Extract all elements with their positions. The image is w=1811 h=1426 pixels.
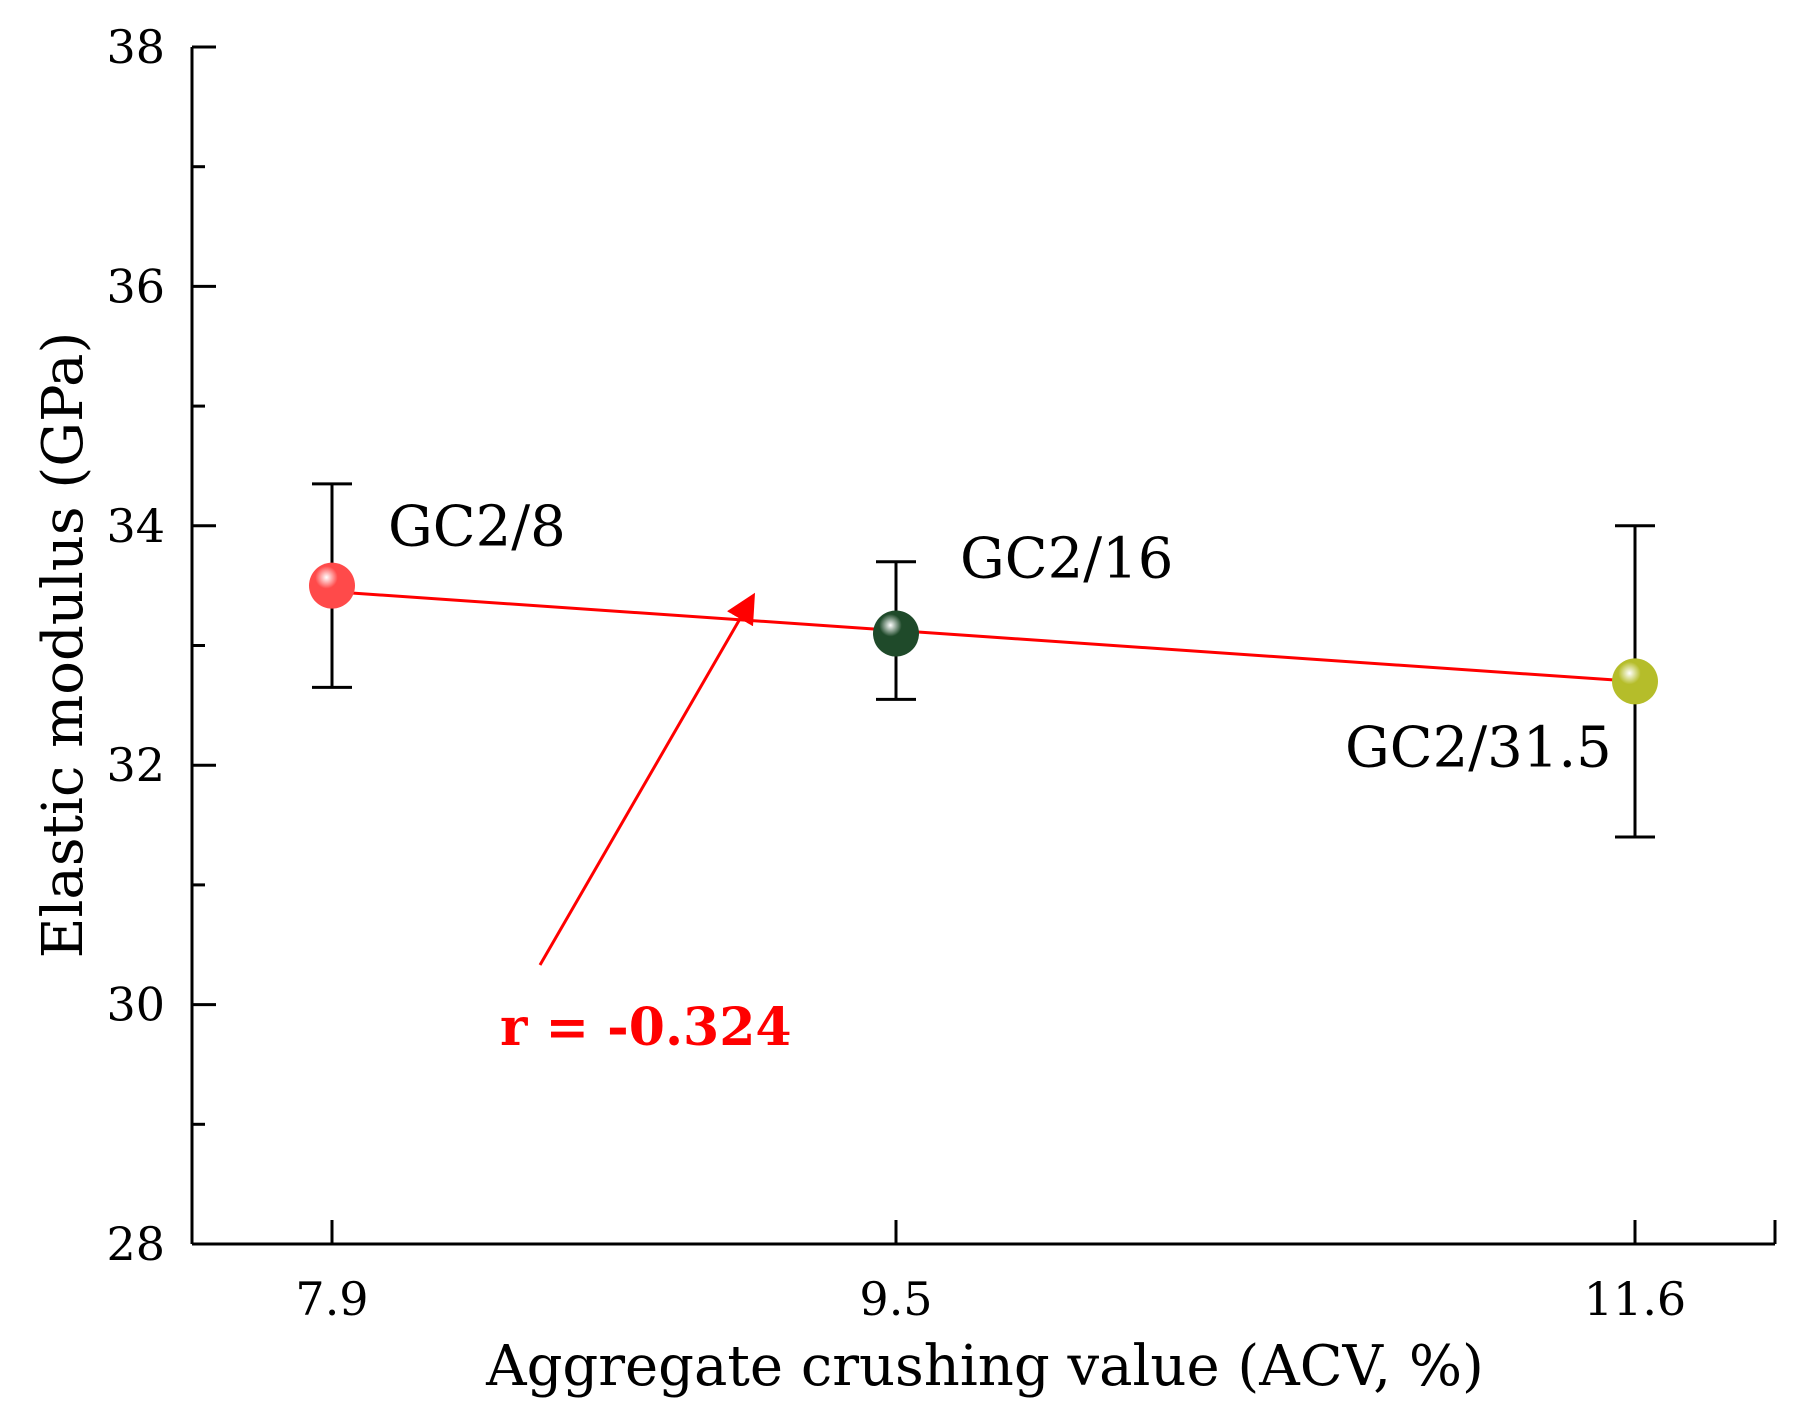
point-label: GC2/31.5 (1345, 715, 1612, 780)
y-axis-title: Elastic modulus (GPa) (31, 332, 96, 959)
y-tick-label: 28 (106, 1217, 165, 1271)
x-tick-label: 11.6 (1584, 1272, 1686, 1326)
annotation-arrow (538, 592, 756, 966)
y-tick-label: 38 (106, 20, 165, 74)
data-point (873, 610, 919, 657)
fit-line (331, 590, 1636, 683)
x-ticks: 7.9 9.5 11.6 (295, 1220, 1686, 1326)
correlation-label: r = -0.324 (500, 997, 792, 1058)
y-tick-label: 34 (106, 499, 165, 553)
point-label: GC2/8 (388, 495, 566, 560)
y-ticks: 28 30 32 34 36 38 (106, 20, 216, 1271)
y-tick-label: 36 (106, 259, 165, 313)
point-label: GC2/16 (960, 527, 1173, 592)
data-point (1612, 658, 1658, 705)
fit-line-layer (331, 590, 1636, 683)
data-points (309, 562, 1658, 705)
x-axis-title: Aggregate crushing value (ACV, %) (485, 1334, 1484, 1399)
x-tick-label: 9.5 (859, 1272, 932, 1326)
y-tick-label: 30 (106, 978, 165, 1032)
data-point (309, 562, 355, 609)
y-tick-label: 32 (106, 738, 165, 792)
axes (190, 47, 1777, 1246)
x-tick-label: 7.9 (295, 1272, 368, 1326)
point-labels: GC2/8 GC2/16 GC2/31.5 (388, 495, 1612, 781)
